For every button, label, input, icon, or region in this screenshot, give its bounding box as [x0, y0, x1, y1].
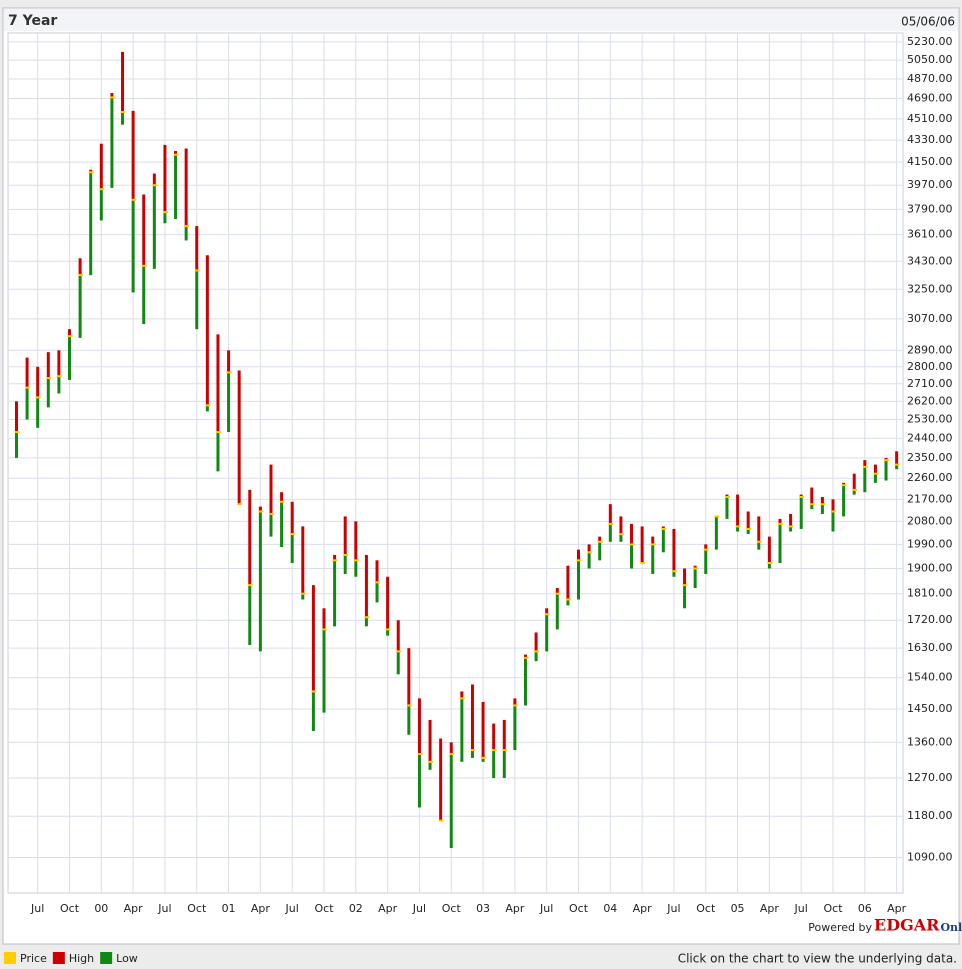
y-tick-label: 2080.00	[907, 514, 953, 527]
y-tick-label: 3250.00	[907, 282, 953, 295]
x-tick-label: Apr	[760, 902, 780, 915]
credit-prefix: Powered by	[808, 921, 872, 934]
y-tick-label: 4870.00	[907, 72, 953, 85]
y-tick-label: 1990.00	[907, 537, 953, 550]
y-tick-label: 1270.00	[907, 771, 953, 784]
y-tick-label: 1900.00	[907, 561, 953, 574]
chart-date: 05/06/06	[901, 15, 955, 29]
y-tick-label: 2170.00	[907, 492, 953, 505]
legend-swatch	[52, 952, 65, 964]
y-tick-label: 4690.00	[907, 92, 953, 105]
credit-suffix: Online	[940, 921, 962, 934]
y-tick-label: 4150.00	[907, 155, 953, 168]
y-tick-label: 3970.00	[907, 178, 953, 191]
plot-area	[7, 32, 904, 894]
x-tick-label: Oct	[187, 902, 207, 915]
y-tick-label: 1720.00	[907, 613, 953, 626]
y-tick-label: 3610.00	[907, 228, 953, 241]
y-tick-label: 3430.00	[907, 254, 953, 267]
x-tick-label: Apr	[378, 902, 398, 915]
y-tick-label: 1180.00	[907, 809, 953, 822]
x-tick-label: 05	[731, 902, 745, 915]
y-tick-label: 1810.00	[907, 587, 953, 600]
credit-brand: EDGAR	[874, 916, 940, 935]
x-tick-label: Jul	[539, 902, 553, 915]
y-tick-label: 2710.00	[907, 377, 953, 390]
y-tick-label: 5230.00	[907, 35, 953, 48]
chart-frame[interactable]	[2, 7, 960, 945]
x-tick-label: 04	[603, 902, 617, 915]
x-tick-label: 06	[858, 902, 872, 915]
x-tick-label: Oct	[60, 902, 80, 915]
legend-label: High	[69, 952, 94, 965]
x-tick-label: 01	[222, 902, 236, 915]
y-tick-label: 2350.00	[907, 451, 953, 464]
y-tick-label: 1540.00	[907, 671, 953, 684]
x-tick-label: 00	[94, 902, 108, 915]
y-tick-label: 3790.00	[907, 202, 953, 215]
x-tick-label: 03	[476, 902, 490, 915]
x-tick-label: Apr	[251, 902, 271, 915]
y-tick-label: 2440.00	[907, 431, 953, 444]
y-tick-label: 4510.00	[907, 112, 953, 125]
legend-label: Low	[116, 952, 138, 965]
y-tick-label: 2620.00	[907, 394, 953, 407]
x-tick-label: Oct	[696, 902, 716, 915]
y-tick-label: 5050.00	[907, 53, 953, 66]
x-tick-label: Jul	[157, 902, 171, 915]
legend-swatch	[4, 952, 16, 964]
x-tick-label: Oct	[569, 902, 589, 915]
header-bar	[4, 9, 958, 31]
x-tick-label: Oct	[314, 902, 334, 915]
y-tick-label: 2800.00	[907, 360, 953, 373]
x-tick-label: Jul	[30, 902, 44, 915]
y-tick-label: 1630.00	[907, 641, 953, 654]
x-tick-label: Jul	[412, 902, 426, 915]
y-tick-label: 2890.00	[907, 343, 953, 356]
x-tick-label: Oct	[442, 902, 462, 915]
x-tick-label: Jul	[794, 902, 808, 915]
x-tick-label: Apr	[124, 902, 144, 915]
y-tick-label: 2260.00	[907, 471, 953, 484]
chart-title: 7 Year	[8, 13, 57, 29]
x-tick-label: Jul	[285, 902, 299, 915]
y-tick-label: 1450.00	[907, 702, 953, 715]
footer-note[interactable]: Click on the chart to view the underlyin…	[678, 952, 957, 966]
x-tick-label: Apr	[505, 902, 525, 915]
legend-swatch	[100, 952, 113, 964]
legend-label: Price	[20, 952, 47, 965]
y-tick-label: 4330.00	[907, 133, 953, 146]
x-tick-label: Apr	[887, 902, 907, 915]
y-tick-label: 2530.00	[907, 413, 953, 426]
x-tick-label: Oct	[823, 902, 843, 915]
y-tick-label: 1090.00	[907, 850, 953, 863]
y-tick-label: 1360.00	[907, 735, 953, 748]
x-tick-label: Apr	[633, 902, 653, 915]
x-tick-label: Jul	[666, 902, 680, 915]
y-tick-label: 3070.00	[907, 312, 953, 325]
x-tick-label: 02	[349, 902, 363, 915]
